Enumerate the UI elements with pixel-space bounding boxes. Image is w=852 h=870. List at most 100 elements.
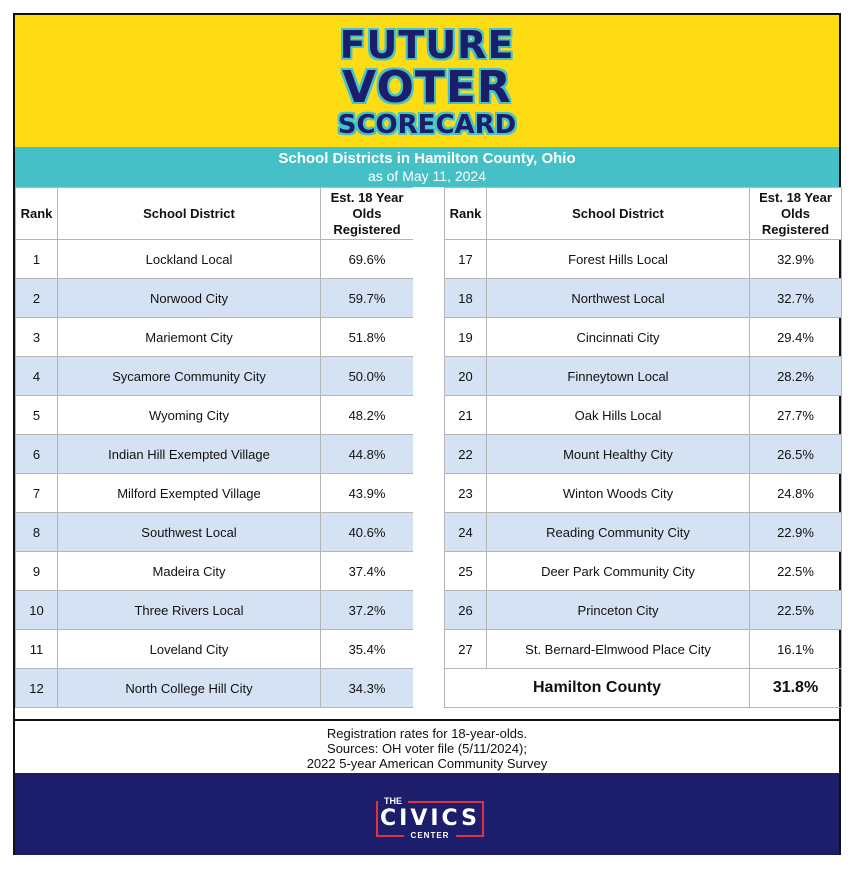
district-cell: Milford Exempted Village [57,473,321,513]
district-cell: Princeton City [486,590,750,630]
rate-cell: 35.4% [320,629,414,669]
table-row: 3 Mariemont City 51.8% [15,317,414,357]
title-banner: FUTURE VOTER SCORECARD [15,15,839,147]
note-line-2: Sources: OH voter file (5/11/2024); [327,741,527,756]
table-row: 4 Sycamore Community City 50.0% [15,356,414,396]
rank-cell: 8 [15,512,58,552]
rate-cell: 37.4% [320,551,414,591]
rank-cell: 2 [15,278,58,318]
district-cell: Norwood City [57,278,321,318]
table-row: 11 Loveland City 35.4% [15,629,414,669]
rate-cell: 48.2% [320,395,414,435]
right-header-row: Rank School District Est. 18 Year Olds R… [444,187,842,240]
rank-cell: 27 [444,629,487,669]
table-row: 20 Finneytown Local 28.2% [444,356,842,396]
district-cell: Indian Hill Exempted Village [57,434,321,474]
rate-cell: 22.5% [749,590,842,630]
rank-cell: 23 [444,473,487,513]
county-total-row: Hamilton County 31.8% [444,668,842,708]
district-cell: Oak Hills Local [486,395,750,435]
district-cell: North College Hill City [57,668,321,708]
district-cell: Sycamore Community City [57,356,321,396]
table-row: 22 Mount Healthy City 26.5% [444,434,842,474]
table-row: 24 Reading Community City 22.9% [444,512,842,552]
district-cell: Winton Woods City [486,473,750,513]
rate-cell: 69.6% [320,239,414,279]
rank-cell: 22 [444,434,487,474]
rate-cell: 40.6% [320,512,414,552]
rank-cell: 9 [15,551,58,591]
rate-cell: 51.8% [320,317,414,357]
title-line-2: VOTER [342,62,512,113]
table-row: 6 Indian Hill Exempted Village 44.8% [15,434,414,474]
district-cell: Lockland Local [57,239,321,279]
rank-cell: 1 [15,239,58,279]
rate-cell: 32.9% [749,239,842,279]
district-cell: Cincinnati City [486,317,750,357]
title-line-3: SCORECARD [337,110,517,140]
rate-cell: 43.9% [320,473,414,513]
right-table-body: 17 Forest Hills Local 32.9% 18 Northwest Loc… [444,239,842,669]
rate-cell: 26.5% [749,434,842,474]
table-row: 25 Deer Park Community City 22.5% [444,551,842,591]
rank-cell: 12 [15,668,58,708]
table-row: 18 Northwest Local 32.7% [444,278,842,318]
rank-cell: 3 [15,317,58,357]
rate-cell: 27.7% [749,395,842,435]
table-row: 23 Winton Woods City 24.8% [444,473,842,513]
logo-the: THE [378,795,408,807]
rank-cell: 25 [444,551,487,591]
rank-cell: 19 [444,317,487,357]
district-cell: Mariemont City [57,317,321,357]
rate-cell: 29.4% [749,317,842,357]
district-cell: Deer Park Community City [486,551,750,591]
table-row: 10 Three Rivers Local 37.2% [15,590,414,630]
logo-center: CENTER [404,831,456,841]
district-cell: Three Rivers Local [57,590,321,630]
rate-cell: 22.9% [749,512,842,552]
rank-cell: 20 [444,356,487,396]
rank-cell: 11 [15,629,58,669]
table-row: 12 North College Hill City 34.3% [15,668,414,708]
rate-cell: 28.2% [749,356,842,396]
rate-cell: 44.8% [320,434,414,474]
rate-cell: 24.8% [749,473,842,513]
district-cell: Northwest Local [486,278,750,318]
subtitle: School Districts in Hamilton County, Ohi… [278,150,576,167]
table-row: 19 Cincinnati City 29.4% [444,317,842,357]
rate-cell: 37.2% [320,590,414,630]
footer-banner: THE CIVICS CENTER [15,773,839,855]
rank-cell: 18 [444,278,487,318]
rate-header: Est. 18 Year Olds Registered [320,187,414,240]
table-row: 1 Lockland Local 69.6% [15,239,414,279]
rank-cell: 10 [15,590,58,630]
district-cell: St. Bernard-Elmwood Place City [486,629,750,669]
district-cell: Mount Healthy City [486,434,750,474]
note-line-1: Registration rates for 18-year-olds. [326,726,528,741]
table-row: 26 Princeton City 22.5% [444,590,842,630]
rate-cell: 16.1% [749,629,842,669]
table-row: 2 Norwood City 59.7% [15,278,414,318]
district-header: School District [486,187,750,240]
district-cell: Finneytown Local [486,356,750,396]
table-row: 9 Madeira City 37.4% [15,551,414,591]
rank-cell: 7 [15,473,58,513]
as-of-date: as of May 11, 2024 [367,168,487,184]
table-row: 27 St. Bernard-Elmwood Place City 16.1% [444,629,842,669]
district-cell: Madeira City [57,551,321,591]
district-cell: Loveland City [57,629,321,669]
rank-cell: 24 [444,512,487,552]
left-table: Rank School District Est. 18 Year Olds R… [15,187,414,708]
table-row: 7 Milford Exempted Village 43.9% [15,473,414,513]
rank-cell: 6 [15,434,58,474]
column-gap [413,187,444,719]
rate-cell: 22.5% [749,551,842,591]
district-cell: Reading Community City [486,512,750,552]
rank-cell: 26 [444,590,487,630]
county-total-rate: 31.8% [749,668,842,708]
rank-header: Rank [15,187,58,240]
subtitle-bar: School Districts in Hamilton County, Ohi… [15,147,839,187]
scorecard-frame: FUTURE VOTER SCORECARD School Districts … [13,13,842,855]
table-row: 8 Southwest Local 40.6% [15,512,414,552]
district-cell: Forest Hills Local [486,239,750,279]
